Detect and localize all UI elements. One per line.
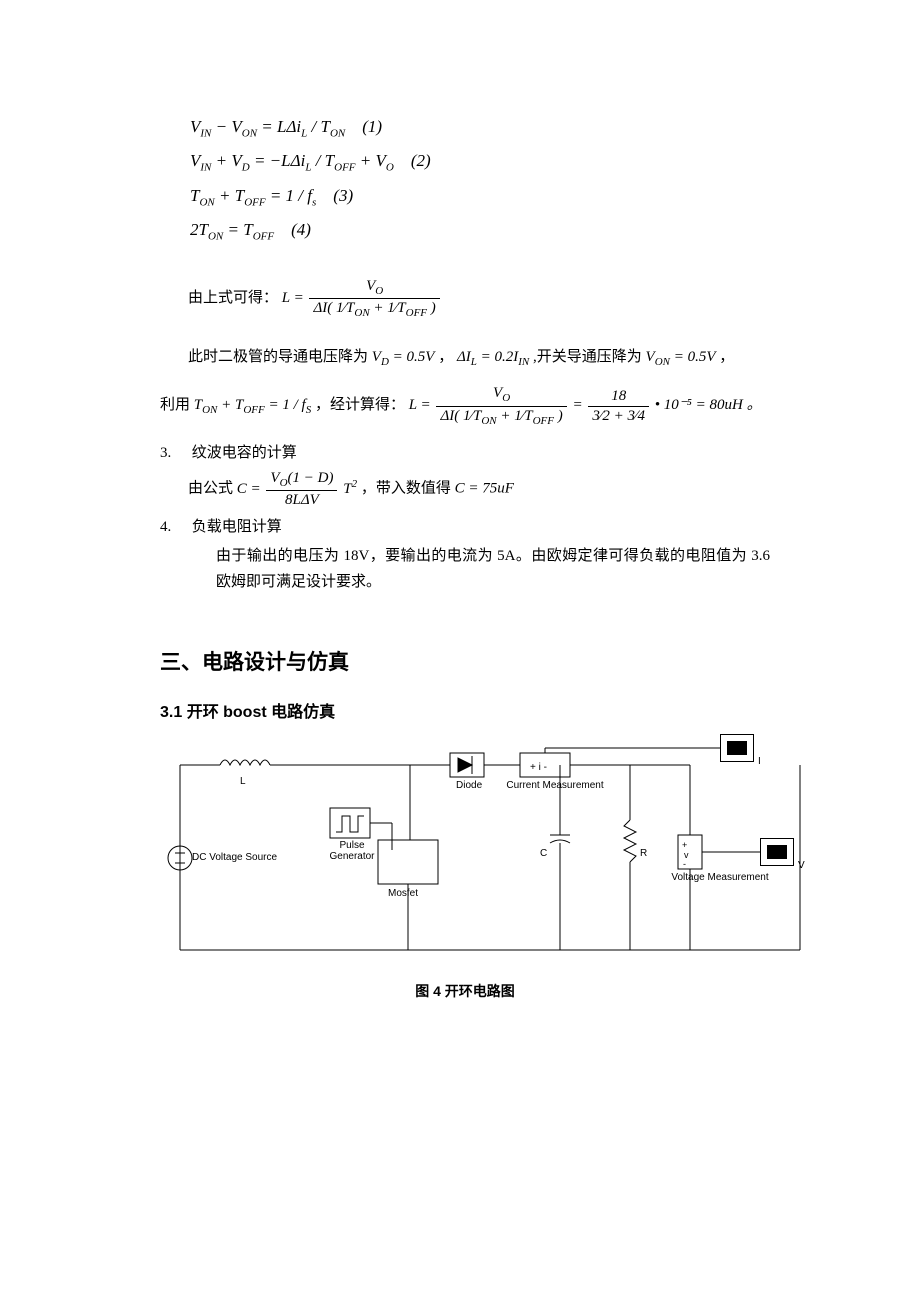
svg-text:+: + [682,840,687,850]
circuit-figure: + i - + v - [160,740,820,970]
label-R: R [640,848,647,859]
comma-1: ， [438,349,457,365]
calc-rden: 3⁄2 + 3⁄4 [588,407,649,425]
item-4-title: 负载电阻计算 [192,519,282,535]
equation-1: VIN − VON = LΔiL / TON (1) [190,110,770,144]
scope-v [760,838,794,866]
tail-comma: ， [719,349,734,365]
equation-4: 2TON = TOFF (4) [190,213,770,247]
derive-L-eq: L = VO ΔI( 1⁄TON + 1⁄TOFF ) [282,290,442,306]
c-result: C = 75uF [455,481,514,497]
derive-L-line: 由上式可得： L = VO ΔI( 1⁄TON + 1⁄TOFF ) [188,278,770,319]
label-pulse: Pulse Generator [328,840,376,862]
calc-lead: 利用 [160,397,190,413]
equation-3: TON + TOFF = 1 / fs (3) [190,179,770,213]
label-diode: Diode [456,780,482,791]
label-C: C [540,848,547,859]
svg-text:+ i -: + i - [530,762,547,773]
section-heading: 三、电路设计与仿真 [160,645,770,681]
label-mosfet: Mosfet [388,888,418,899]
diode-line: 此时二极管的导通电压降为 VD = 0.5V ， ΔIL = 0.2IIN ,开… [188,345,770,372]
item-4: 4. 负载电阻计算 [160,515,770,541]
derive-L-lead: 由上式可得： [188,290,278,306]
label-dc: DC Voltage Source [192,852,302,863]
label-voltage-measurement: Voltage Measurement [660,872,780,883]
equation-block: VIN − VON = LΔiL / TON (1) VIN + VD = −L… [190,110,770,248]
svg-text:-: - [683,859,686,869]
calc-cond: TON + TOFF = 1 / fS [194,397,311,413]
calc-rnum: 18 [588,388,649,407]
calc-eq: L = VO ΔI( 1⁄TON + 1⁄TOFF ) = 18 3⁄2 + 3… [409,397,762,413]
item-3-a: 由公式 [188,481,233,497]
calc-tail: • 10⁻⁵ = 80uH 。 [655,397,762,413]
label-L: L [240,776,246,787]
calc-line: 利用 TON + TOFF = 1 / fS ，经计算得： L = VO ΔI(… [160,385,770,426]
switch-text: ,开关导通压降为 [533,349,642,365]
item-3-title: 纹波电容的计算 [192,445,297,461]
diode-text: 此时二极管的导通电压降为 [188,349,368,365]
item-3-body: 由公式 C = VO(1 − D) 8LΔV T2 ，带入数值得 C = 75u… [188,470,770,509]
item-3-b: ，带入数值得 [361,481,451,497]
c-eq: C = VO(1 − D) 8LΔV T2 [237,481,361,497]
label-I: I [758,756,761,767]
dil-eq: ΔIL = 0.2IIN [457,349,529,365]
item-3-num: 3. [160,441,188,467]
equation-2: VIN + VD = −LΔiL / TOFF + VO (2) [190,144,770,178]
item-3: 3. 纹波电容的计算 [160,441,770,467]
item-4-num: 4. [160,515,188,541]
von-eq: VON = 0.5V [646,349,716,365]
page: VIN − VON = LΔiL / TON (1) VIN + VD = −L… [0,0,920,1084]
item-4-body: 由于输出的电压为 18V，要输出的电流为 5A。由欧姆定律可得负载的电阻值为 3… [216,544,770,595]
subsection-heading: 3.1 开环 boost 电路仿真 [160,699,770,726]
label-V: V [798,860,805,871]
label-current-measurement: Current Measurement [500,780,610,791]
scope-i [720,734,754,762]
calc-mid: ，经计算得： [315,397,405,413]
figure-caption: 图 4 开环电路图 [160,980,770,1004]
vd-eq: VD = 0.5V [372,349,435,365]
